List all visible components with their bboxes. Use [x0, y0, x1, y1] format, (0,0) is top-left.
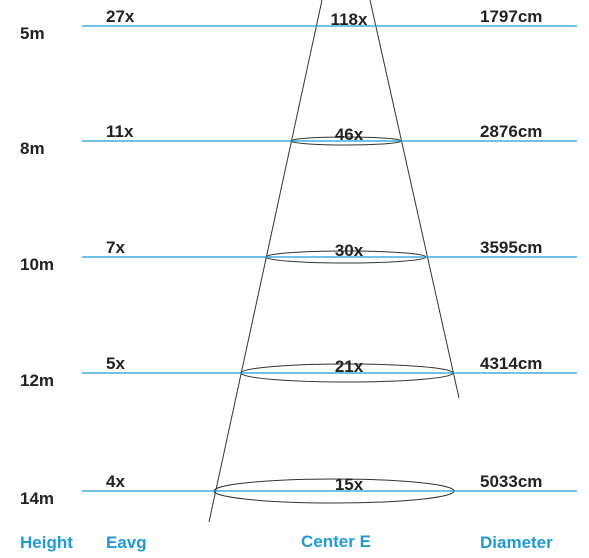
row-12m: 12m 5x 21x 4314cm: [20, 354, 577, 390]
eavg-value: 5x: [106, 354, 125, 373]
diameter-value: 4314cm: [480, 354, 542, 373]
header-diameter: Diameter: [480, 533, 553, 552]
row-8m: 8m 11x 46x 2876cm: [20, 122, 577, 158]
measurement-rows: 5m 27x 118x 1797cm 8m 11x 46x 2876cm 10m 7x 30x 359…: [20, 7, 577, 508]
diameter-value: 2876cm: [480, 122, 542, 141]
height-label: 10m: [20, 255, 54, 274]
cone-right-edge: [369, 0, 460, 399]
height-label: 8m: [20, 139, 45, 158]
center-e-value: 15x: [335, 475, 364, 494]
diameter-value: 3595cm: [480, 238, 542, 257]
diameter-value: 1797cm: [480, 7, 542, 26]
header-eavg: Eavg: [106, 533, 147, 552]
row-5m: 5m 27x 118x 1797cm: [20, 7, 577, 43]
row-10m: 10m 7x 30x 3595cm: [20, 238, 577, 274]
eavg-value: 27x: [106, 7, 135, 26]
cone-left-edge: [208, 0, 323, 523]
diameter-value: 5033cm: [480, 472, 542, 491]
eavg-value: 4x: [106, 472, 125, 491]
header-center-e: Center E: [301, 532, 371, 551]
light-cone: [208, 0, 460, 523]
center-e-value: 46x: [335, 125, 364, 144]
center-e-value: 118x: [331, 10, 368, 29]
eavg-value: 11x: [106, 122, 134, 141]
eavg-value: 7x: [106, 238, 125, 257]
height-label: 14m: [20, 489, 54, 508]
height-label: 12m: [20, 371, 54, 390]
column-headers: Height Eavg Center E Diameter: [20, 532, 553, 552]
height-label: 5m: [20, 24, 45, 43]
row-14m: 14m 4x 15x 5033cm: [20, 472, 577, 508]
center-e-value: 21x: [335, 357, 364, 376]
center-e-value: 30x: [335, 241, 364, 260]
header-height: Height: [20, 533, 73, 552]
